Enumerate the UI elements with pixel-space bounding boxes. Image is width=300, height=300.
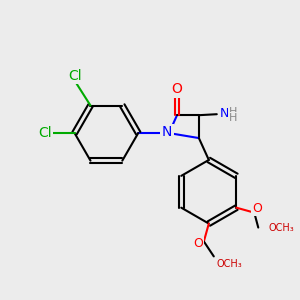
Text: O: O [172, 82, 182, 96]
Text: N: N [162, 125, 172, 139]
Text: OCH₃: OCH₃ [268, 223, 294, 232]
Text: N: N [220, 107, 229, 120]
Text: H: H [229, 107, 237, 117]
Text: Cl: Cl [68, 69, 81, 83]
Text: OCH₃: OCH₃ [217, 260, 242, 269]
Text: H: H [229, 113, 237, 123]
Text: O: O [193, 237, 203, 250]
Text: Cl: Cl [38, 126, 52, 140]
Text: O: O [252, 202, 262, 215]
